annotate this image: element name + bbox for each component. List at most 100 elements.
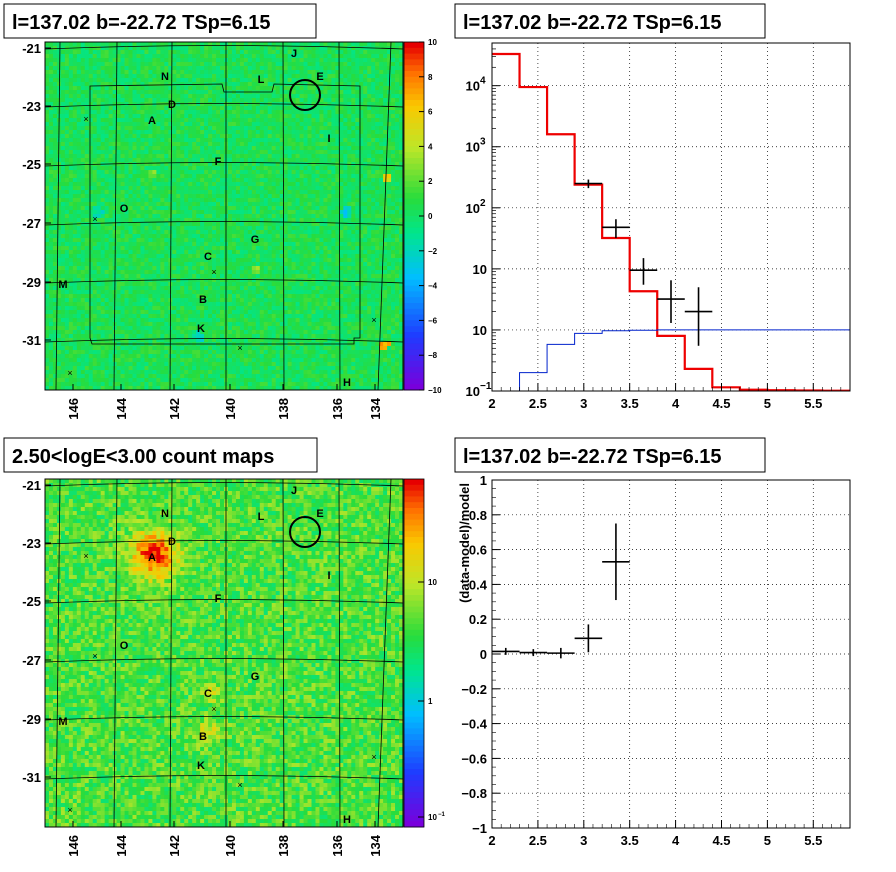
map-pixel [168, 138, 173, 143]
map-pixel [192, 138, 197, 143]
map-pixel [96, 378, 102, 383]
map-pixel [192, 382, 197, 387]
map-pixel [247, 326, 253, 331]
map-pixel [184, 146, 189, 151]
map-pixel [148, 254, 153, 259]
map-pixel [68, 362, 74, 367]
map-pixel [255, 230, 261, 235]
map-pixel [243, 210, 249, 215]
map-pixel [231, 358, 237, 363]
map-pixel [88, 382, 94, 387]
map-pixel [164, 42, 169, 47]
map-pixel [176, 58, 181, 63]
map-pixel [247, 318, 253, 323]
map-pixel [76, 274, 82, 279]
map-pixel [136, 258, 141, 263]
map-pixel [263, 198, 269, 203]
map-pixel [200, 318, 205, 323]
map-pixel [80, 46, 86, 51]
map-pixel [104, 230, 110, 235]
map-pixel [144, 62, 149, 67]
map-pixel [60, 190, 66, 195]
map-pixel [80, 274, 86, 279]
map-pixel [124, 370, 129, 375]
map-pixel [76, 370, 82, 375]
map-pixel [104, 222, 110, 227]
map-pixel [235, 314, 241, 319]
map-pixel [247, 138, 253, 143]
map-pixel [196, 174, 201, 179]
map-pixel [259, 278, 265, 283]
map-pixel [96, 50, 102, 55]
map-pixel [96, 322, 102, 327]
map-pixel [64, 262, 70, 267]
map-pixel [104, 190, 110, 195]
map-pixel [216, 118, 221, 123]
map-pixel [124, 254, 129, 259]
map-pixel [45, 318, 50, 323]
map-pixel [227, 154, 233, 159]
map-pixel [152, 98, 157, 103]
map-pixel [52, 70, 58, 75]
map-pixel [80, 74, 86, 79]
map-pixel [216, 126, 221, 131]
map-pixel [128, 146, 133, 151]
map-pixel [68, 278, 74, 283]
map-pixel [271, 190, 277, 195]
map-pixel [80, 338, 86, 343]
map-pixel [124, 218, 129, 223]
map-pixel [271, 154, 277, 159]
map-pixel [128, 302, 133, 307]
map-pixel [196, 270, 201, 275]
map-pixel [128, 114, 133, 119]
map-pixel [156, 174, 161, 179]
map-pixel [132, 290, 137, 295]
map-pixel [231, 238, 237, 243]
map-pixel [176, 178, 181, 183]
map-pixel [140, 154, 145, 159]
map-pixel [68, 234, 74, 239]
map-pixel [212, 334, 217, 339]
map-pixel [80, 118, 86, 123]
map-pixel [176, 338, 181, 343]
map-pixel [92, 378, 98, 383]
map-pixel [216, 162, 221, 167]
map-pixel [84, 274, 90, 279]
map-pixel [84, 246, 90, 251]
map-pixel [235, 78, 241, 83]
map-pixel [112, 226, 117, 231]
map-pixel [64, 198, 70, 203]
map-pixel [172, 186, 177, 191]
map-pixel [271, 94, 277, 99]
map-pixel [172, 50, 177, 55]
map-pixel [132, 174, 137, 179]
map-pixel [180, 210, 185, 215]
map-pixel [255, 350, 261, 355]
map-pixel [80, 138, 86, 143]
map-pixel [140, 50, 145, 55]
map-pixel [235, 370, 241, 375]
map-pixel [72, 330, 78, 335]
map-pixel [255, 214, 261, 219]
map-pixel [188, 310, 193, 315]
map-pixel [124, 350, 129, 355]
map-pixel [60, 166, 66, 171]
map-pixel [108, 98, 114, 103]
map-pixel [104, 66, 110, 71]
map-pixel [212, 210, 217, 215]
map-pixel [216, 66, 221, 71]
map-pixel [148, 266, 153, 271]
map-pixel [180, 126, 185, 131]
map-pixel [88, 78, 94, 83]
map-pixel [180, 90, 185, 95]
map-pixel [76, 222, 82, 227]
map-pixel [128, 290, 133, 295]
map-pixel [168, 130, 173, 135]
map-pixel [255, 146, 261, 151]
map-pixel [247, 134, 253, 139]
map-pixel [136, 262, 141, 267]
map-pixel [267, 382, 273, 387]
map-pixel [200, 78, 205, 83]
map-pixel [239, 214, 245, 219]
map-pixel [148, 150, 153, 155]
